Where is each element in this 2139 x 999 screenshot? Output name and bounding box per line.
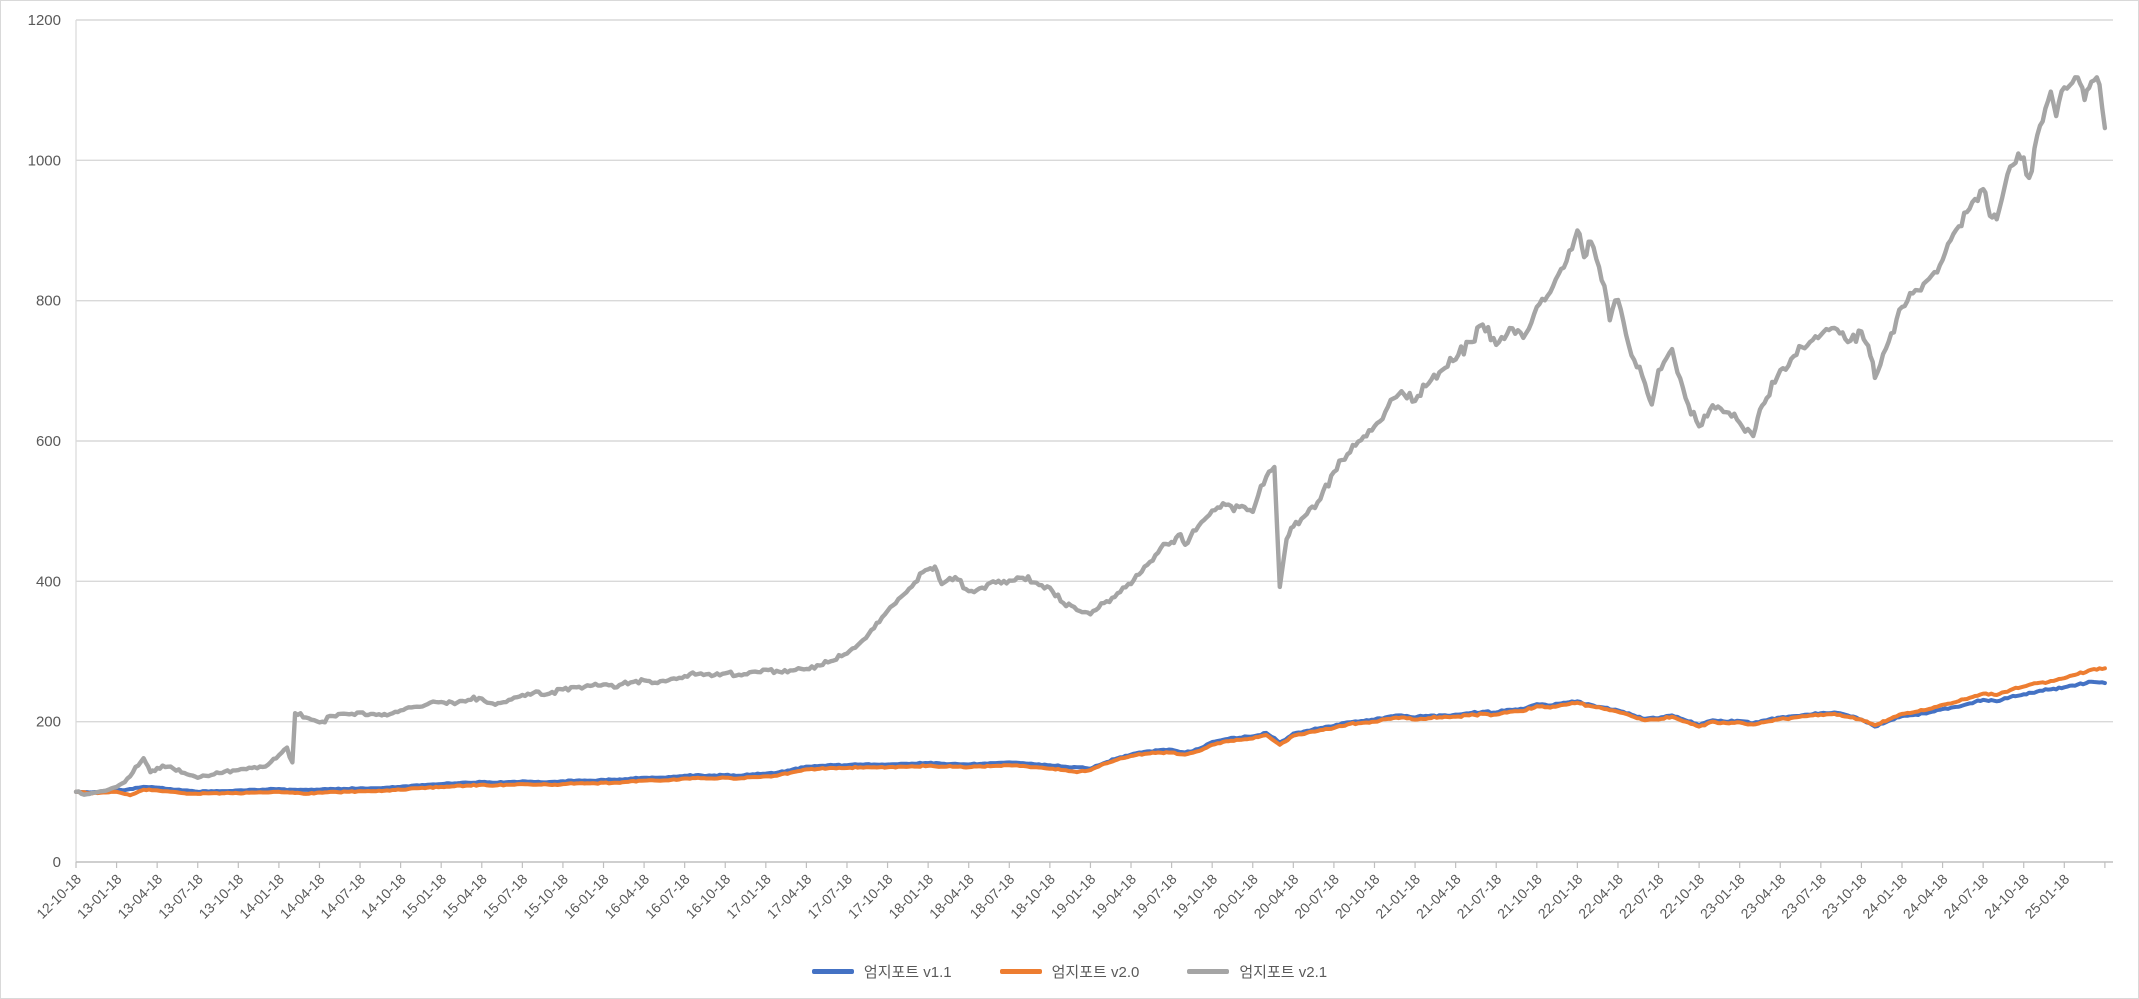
x-axis-label: 25-01-18	[2021, 871, 2072, 922]
y-axis-label: 200	[36, 714, 61, 731]
y-axis-label: 400	[36, 573, 61, 590]
legend-label-v1-1: 엄지포트 v1.1	[863, 964, 952, 981]
legend-label-v2-1: 엄지포트 v2.1	[1239, 964, 1328, 981]
y-axis-label: 600	[36, 433, 61, 450]
legend-swatch-v2-0-icon	[999, 969, 1042, 974]
legend-item-v2-0[interactable]: 엄지포트 v2.0	[999, 961, 1140, 982]
y-axis-label: 1200	[28, 12, 61, 29]
legend-item-v1-1[interactable]: 엄지포트 v1.1	[811, 961, 952, 982]
y-axis-label: 800	[36, 293, 61, 310]
legend-swatch-v1-1-icon	[811, 969, 854, 974]
x-axis-ticks	[75, 862, 2106, 868]
series-line-0	[74, 679, 2107, 795]
y-axis-label: 1000	[28, 152, 61, 169]
y-axis-labels: 0 200 400 600 800 1000 1200	[28, 12, 61, 871]
gridlines	[76, 19, 2113, 723]
legend-label-v2-0: 엄지포트 v2.0	[1051, 964, 1140, 981]
x-axis-labels: 12-10-1813-01-1813-04-1813-07-1813-10-18…	[33, 871, 2072, 922]
chart-legend: 엄지포트 v1.1 엄지포트 v2.0 엄지포트 v2.1	[1, 961, 2138, 982]
series-line-1	[74, 666, 2107, 798]
legend-item-v2-1[interactable]: 엄지포트 v2.1	[1187, 961, 1327, 982]
y-axis-label: 0	[53, 854, 61, 871]
series-line-2	[73, 75, 2108, 797]
legend-swatch-v2-1-icon	[1187, 969, 1230, 974]
